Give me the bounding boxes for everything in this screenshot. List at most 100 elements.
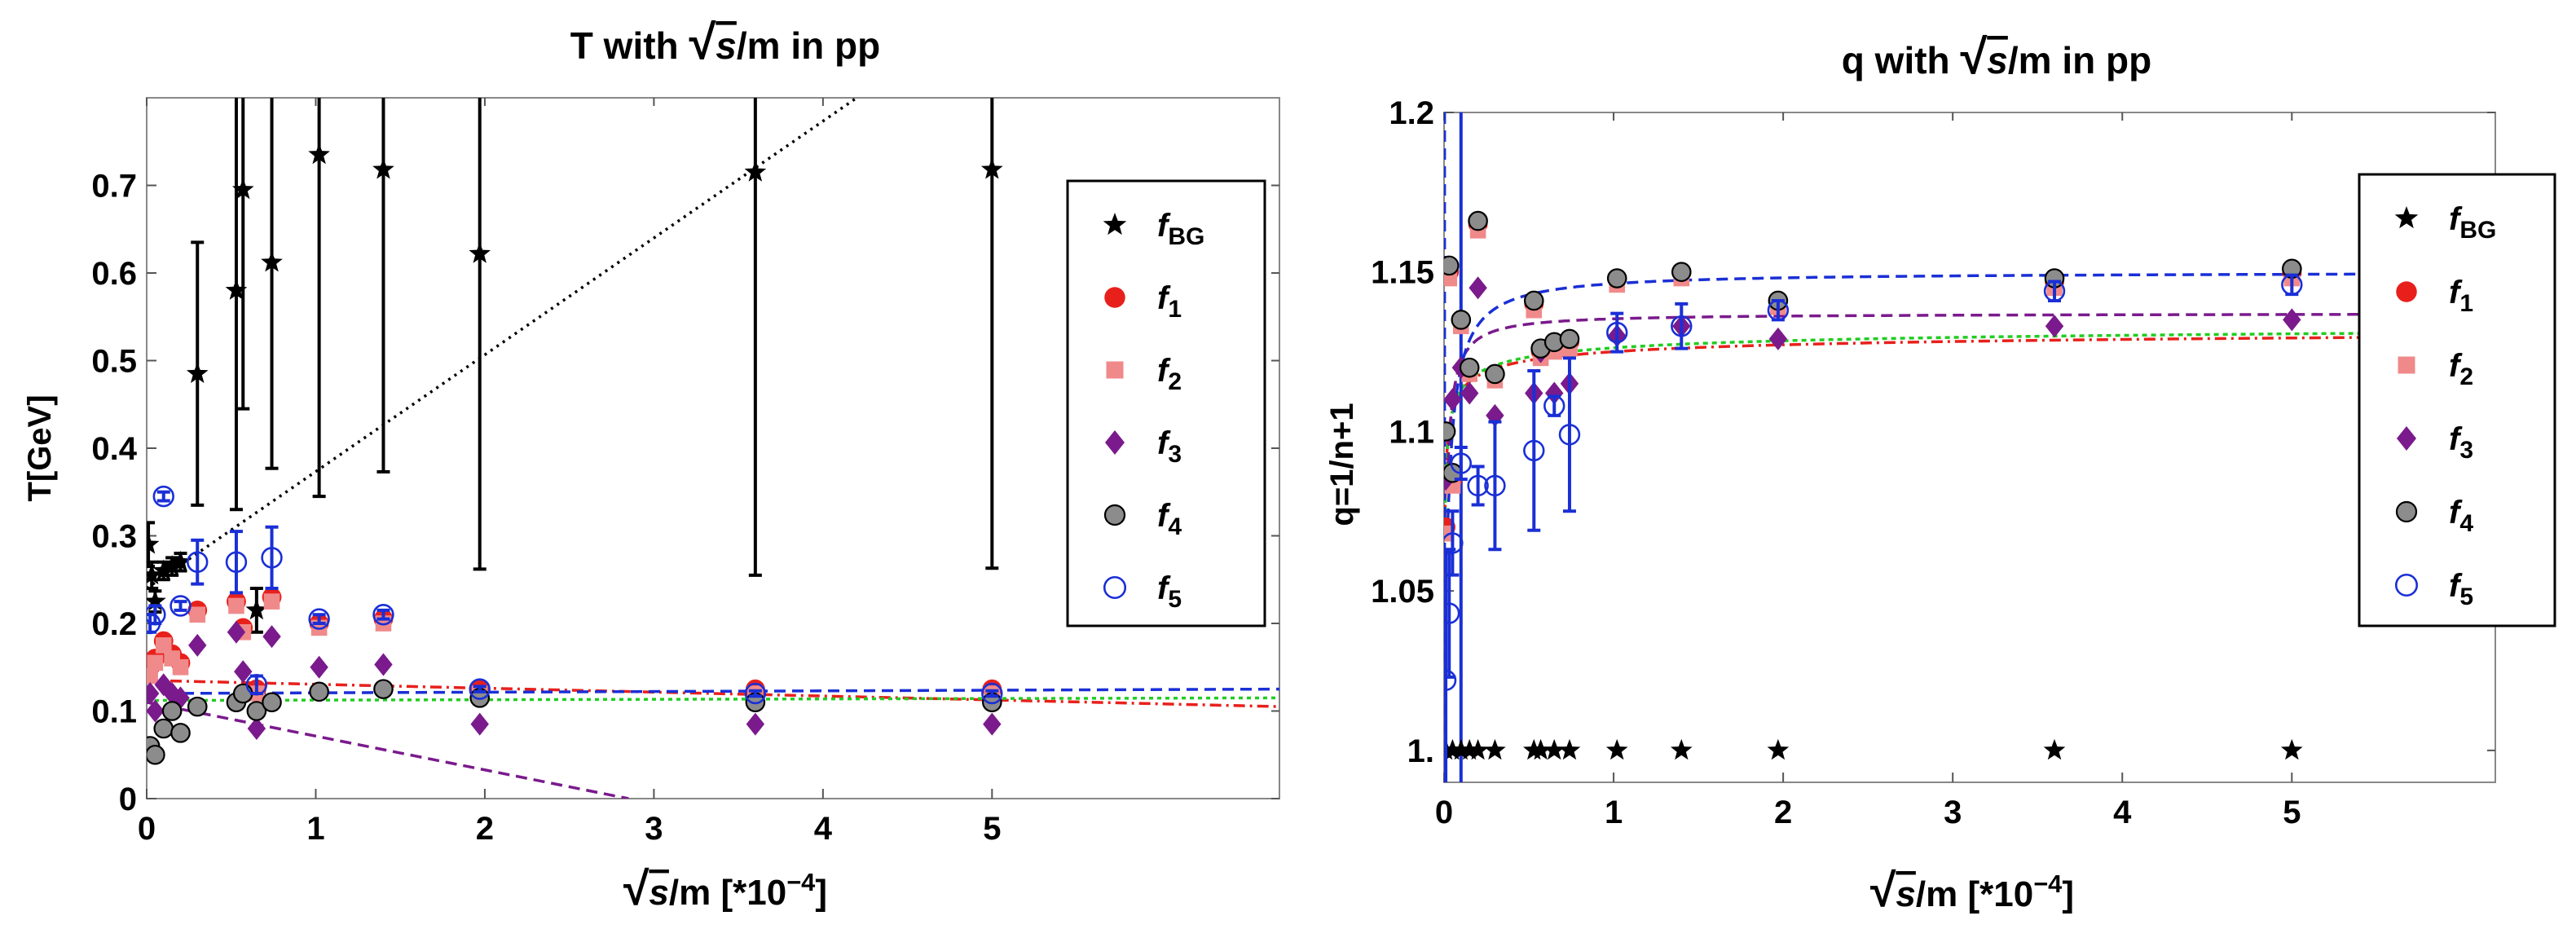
- data-point: [147, 682, 160, 705]
- legend-label-f4: f4: [2449, 495, 2473, 537]
- data-point: [308, 143, 330, 165]
- data-point: [189, 606, 206, 623]
- x-tick-label: 5: [2283, 795, 2301, 830]
- chart-T: T with √s/m in pp0 1 2 3 4 500.10.20.30.40.50…: [22, 15, 1280, 915]
- data-point: [147, 563, 163, 585]
- legend-marker-f1: [2396, 281, 2417, 302]
- legend-label-f1: f1: [2449, 275, 2473, 317]
- legend-label-sub: 2: [1168, 368, 1182, 395]
- legend-label-base: f: [1157, 570, 1171, 606]
- legend-label-sub: 4: [2459, 510, 2473, 537]
- fit-line-f-3-fit: [1446, 312, 2462, 482]
- legend-label-base: f: [2449, 421, 2463, 457]
- y-axis-label: q=1/n+1: [1324, 403, 1360, 526]
- data-point: [1484, 738, 1506, 760]
- series-f3: [1444, 276, 2301, 491]
- data-point: [1468, 210, 1488, 231]
- data-point: [2281, 738, 2303, 760]
- y-tick-label: 1.: [1407, 733, 1434, 769]
- data-point: [263, 593, 280, 610]
- legend-label-sub: 1: [2459, 290, 2473, 317]
- data-point: [261, 251, 283, 272]
- legend-label-sub: 3: [2459, 437, 2473, 464]
- data-point: [188, 633, 207, 657]
- data-point: [1444, 669, 1457, 691]
- data-point: [172, 658, 189, 676]
- x-tick-label: 2: [1774, 795, 1792, 830]
- data-point: [1605, 738, 1628, 760]
- data-point: [1444, 255, 1460, 276]
- legend-label-base: f: [2449, 568, 2463, 604]
- y-axis-label: T[GeV]: [22, 394, 58, 501]
- chart-q: q with √s/m in pp0 1 2 3 4 51.1.051.11.151.2√…: [1324, 29, 2556, 917]
- y-tick-label: 0.7: [91, 169, 137, 205]
- legend-marker-f4: [2395, 500, 2418, 523]
- series-f1: [1444, 214, 2302, 537]
- legend-label-sub: 4: [1168, 513, 1182, 540]
- data-point: [170, 723, 191, 743]
- data-point: [1467, 474, 1489, 497]
- chart-title-part: /m in pp: [737, 24, 880, 67]
- data-point: [1485, 363, 1505, 385]
- data-point: [2281, 274, 2303, 296]
- x-axis-label-sqrt: √: [1870, 865, 1896, 917]
- legend-label-base: f: [1157, 425, 1171, 461]
- data-point: [147, 699, 165, 723]
- data-point: [225, 551, 248, 573]
- chart-title-s: s: [1987, 39, 2008, 81]
- legend-label-f1: f1: [1157, 280, 1182, 323]
- data-point: [147, 533, 160, 554]
- data-point: [373, 679, 394, 699]
- legend-label-base: f: [1157, 498, 1171, 534]
- data-point: [147, 667, 158, 685]
- x-tick-label: 4: [2113, 795, 2132, 830]
- chart-title: q with √s/m in pp: [1842, 29, 2151, 84]
- x-tick-label: 0: [1435, 795, 1453, 830]
- data-point: [152, 485, 174, 508]
- plot-frame: [1443, 112, 2496, 783]
- data-point: [232, 683, 253, 704]
- data-point: [1458, 738, 1481, 760]
- data-point: [2043, 738, 2066, 760]
- y-tick-label: 0: [119, 781, 137, 817]
- data-point: [1671, 738, 1693, 760]
- data-point: [1444, 602, 1460, 624]
- data-point: [469, 242, 491, 263]
- data-point: [262, 625, 281, 649]
- data-point: [470, 712, 489, 736]
- data-point: [1545, 381, 1564, 405]
- x-axis-label-exponent: −4: [786, 868, 815, 896]
- y-tick-label: 0.6: [91, 256, 137, 292]
- x-axis-label: √s/m [*10−4]: [1870, 865, 2074, 917]
- fit-line-f-4-fit: [1444, 331, 2462, 539]
- x-axis-label-part: /m [*10: [669, 873, 786, 913]
- data-point: [1450, 452, 1473, 474]
- data-point: [1671, 315, 1693, 337]
- legend-label-fbg: fBG: [1157, 208, 1204, 250]
- x-axis-label-part: ]: [2062, 874, 2074, 914]
- data-point: [1768, 327, 1788, 350]
- y-tick-label: 0.4: [91, 431, 137, 467]
- data-point: [1558, 424, 1581, 446]
- data-point: [744, 682, 767, 705]
- data-point: [983, 712, 1002, 736]
- legend-label-base: f: [1157, 208, 1171, 244]
- series-f4: [147, 679, 1002, 765]
- data-point: [1460, 381, 1479, 405]
- data-point: [170, 550, 192, 572]
- data-point: [372, 604, 394, 626]
- data-point: [746, 712, 765, 736]
- y-tick-label: 0.2: [91, 606, 137, 642]
- series-f4: [1444, 210, 2302, 483]
- data-point: [2283, 308, 2301, 332]
- y-tick-label: 0.5: [91, 344, 137, 380]
- legend-label-sub: 5: [1168, 586, 1182, 613]
- data-point: [247, 717, 266, 740]
- data-point: [1459, 357, 1480, 378]
- legend-label-base: f: [2449, 275, 2463, 310]
- x-tick-label: 3: [1944, 795, 1962, 830]
- data-point: [1469, 276, 1487, 300]
- fit-line-f-5-fit: [1446, 272, 2462, 538]
- data-point: [469, 678, 491, 700]
